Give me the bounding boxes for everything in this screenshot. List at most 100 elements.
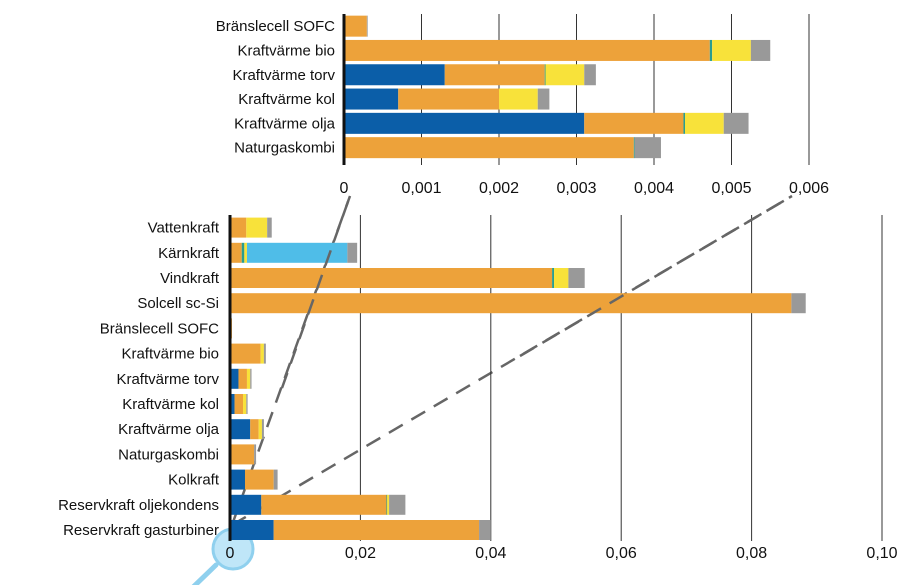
- bar-segment: [709, 39, 713, 61]
- bar-segment: [246, 394, 248, 414]
- x-tick-label: 0: [226, 545, 235, 562]
- zoom-dashed-line: [519, 194, 793, 358]
- bar-segment: [479, 520, 491, 540]
- zoom-dashed-line: [280, 195, 352, 389]
- bar-segment: [366, 15, 368, 37]
- category-label: Kraftvärme kol: [122, 396, 219, 413]
- bar-segment: [230, 469, 245, 490]
- bar-segment: [246, 242, 348, 263]
- category-label: Naturgaskombi: [118, 446, 219, 463]
- bar-segment: [267, 217, 272, 238]
- bar-segment: [568, 268, 585, 288]
- bar-segment: [230, 394, 235, 414]
- bar-segment: [444, 64, 545, 86]
- bar-segment: [389, 494, 406, 515]
- bar-segment: [398, 88, 499, 110]
- category-label: Kraftvärme torv: [116, 371, 219, 388]
- bar-segment: [230, 217, 247, 238]
- bar-segment: [712, 39, 751, 61]
- bar-segment: [344, 112, 585, 134]
- bar-segment: [230, 343, 261, 364]
- inset-chart: Bränslecell SOFC Kraftvärme bio Kraftvärme…: [216, 14, 829, 197]
- bar-segment: [344, 88, 399, 110]
- bar-segment: [544, 64, 546, 86]
- x-tick-label: 0: [340, 180, 349, 197]
- category-label: Bränslecell SOFC: [216, 18, 335, 35]
- bar-segment: [273, 469, 278, 490]
- bar-segment: [258, 419, 262, 440]
- category-label: Kraftvärme olja: [118, 421, 220, 438]
- bar-segment: [499, 88, 538, 110]
- bar-segment: [230, 494, 262, 515]
- bar-segment: [344, 137, 634, 159]
- bar-segment: [230, 368, 239, 389]
- category-label: Kraftvärme torv: [232, 67, 335, 84]
- bar-segment: [261, 419, 264, 440]
- bar-segment: [344, 15, 367, 37]
- bar-segment: [230, 268, 553, 288]
- bar-segment: [260, 343, 264, 364]
- bar-segment: [791, 293, 806, 314]
- x-tick-label: 0,08: [736, 545, 767, 562]
- bar-segment: [230, 520, 274, 540]
- bar-segment: [347, 242, 358, 263]
- bar-segment: [243, 394, 247, 414]
- category-label: Vattenkraft: [148, 220, 220, 237]
- category-label: Solcell sc-Si: [137, 295, 219, 312]
- bar-segment: [241, 242, 245, 263]
- bar-segment: [246, 368, 251, 389]
- bar-segment: [250, 419, 259, 440]
- bar-segment: [230, 419, 251, 440]
- bar-segment: [344, 39, 710, 61]
- category-label: Bränslecell SOFC: [100, 320, 219, 337]
- x-tick-label: 0,06: [606, 545, 637, 562]
- x-tick-label: 0,003: [556, 180, 596, 197]
- bar-segment: [344, 64, 445, 86]
- bar-segment: [250, 368, 252, 389]
- category-label: Kraftvärme bio: [237, 42, 335, 59]
- bar-segment: [244, 469, 274, 490]
- bar-segment: [230, 293, 792, 314]
- bar-segment: [545, 64, 585, 86]
- bar-segment: [537, 88, 550, 110]
- bar-segment: [234, 394, 244, 414]
- x-tick-label: 0,001: [401, 180, 441, 197]
- category-label: Vindkraft: [160, 270, 220, 287]
- bar-segment: [246, 217, 268, 238]
- category-label: Kraftvärme olja: [234, 115, 336, 132]
- bar-segment: [723, 112, 749, 134]
- x-tick-label: 0,002: [479, 180, 519, 197]
- bar-segment: [230, 242, 242, 263]
- bar-segment: [230, 444, 255, 465]
- category-label: Kärnkraft: [158, 245, 220, 262]
- bar-segment: [386, 494, 388, 515]
- bar-segment: [273, 520, 480, 540]
- bar-segment: [584, 112, 684, 134]
- bar-segment: [261, 494, 387, 515]
- bar-segment: [750, 39, 771, 61]
- category-label: Kraftvärme bio: [121, 346, 219, 363]
- category-label: Reservkraft oljekondens: [58, 497, 219, 514]
- x-tick-label: 0,02: [345, 545, 376, 562]
- bar-segment: [552, 268, 555, 288]
- bar-segment: [634, 137, 661, 159]
- bar-segment: [683, 112, 685, 134]
- zoom-dashed-line: [231, 194, 793, 527]
- bar-segment: [584, 64, 596, 86]
- bar-segment: [238, 368, 247, 389]
- bar-segment: [254, 444, 257, 465]
- magnifier-handle: [191, 562, 219, 585]
- category-label: Kraftvärme kol: [238, 91, 335, 108]
- x-tick-label: 0,006: [789, 180, 829, 197]
- bar-segment: [244, 242, 247, 263]
- bar-segment: [263, 343, 266, 364]
- x-tick-label: 0,005: [711, 180, 751, 197]
- main-chart: Vattenkraft Kärnkraft Vindkraft Solcell sc-…: [58, 215, 898, 562]
- x-tick-label: 0,004: [634, 180, 674, 197]
- x-tick-label: 0,10: [866, 545, 897, 562]
- category-label: Kolkraft: [168, 472, 220, 489]
- bar-segment: [685, 112, 724, 134]
- bar-segment: [633, 137, 635, 159]
- zoom-overlay: [280, 194, 793, 389]
